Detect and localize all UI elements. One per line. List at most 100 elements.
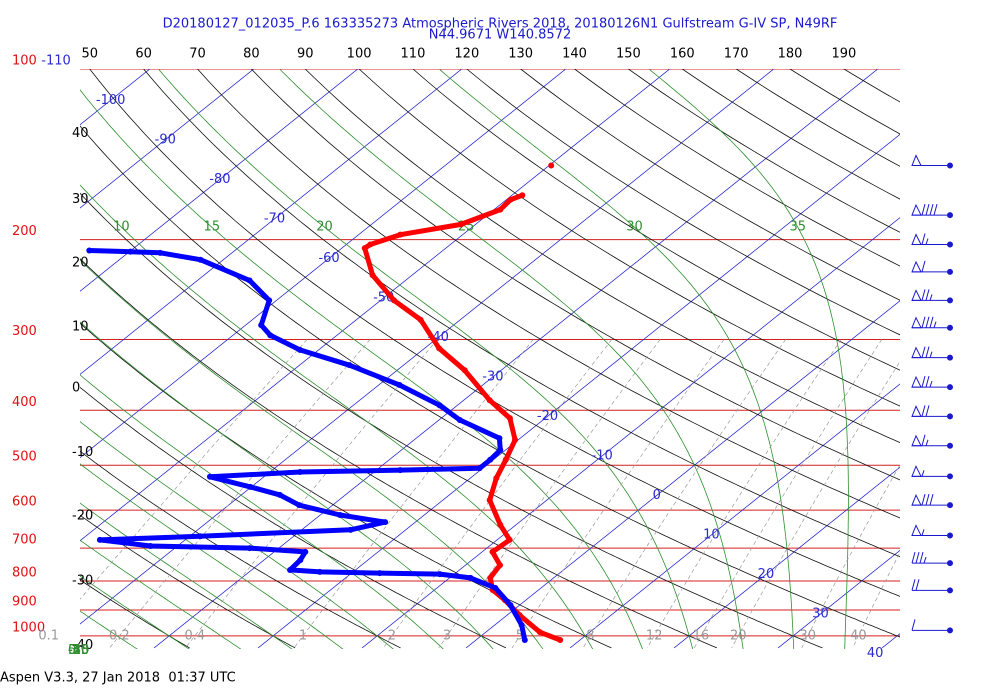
barb-half bbox=[929, 380, 933, 388]
isotherm bbox=[80, 69, 255, 209]
mixing-ratio-line bbox=[438, 339, 661, 649]
barb-full bbox=[929, 203, 934, 216]
isotherm-label: -80 bbox=[209, 172, 230, 187]
moist-adiabat-label: 5 bbox=[68, 643, 76, 658]
barb-station bbox=[947, 268, 953, 275]
barb-full bbox=[925, 375, 930, 388]
profile-point bbox=[390, 297, 397, 304]
wind-barb bbox=[911, 579, 953, 594]
profile-point bbox=[506, 536, 513, 543]
profile-point bbox=[267, 332, 274, 339]
barb-full bbox=[925, 405, 930, 417]
profile-point bbox=[247, 483, 254, 490]
isotherm-label: -110 bbox=[41, 53, 71, 68]
dry-adiabat bbox=[250, 69, 900, 481]
dry-adiabat-label: 10 bbox=[72, 319, 89, 334]
dry-adiabat-label: 50 bbox=[81, 47, 98, 62]
profile-point bbox=[346, 362, 353, 369]
barb-full bbox=[921, 346, 926, 358]
pressure-label: 600 bbox=[12, 495, 37, 510]
profile-point bbox=[467, 574, 474, 581]
mixing-ratio-label: 1 bbox=[299, 629, 307, 644]
moist-adiabat bbox=[280, 69, 744, 649]
pressure-label: 100 bbox=[12, 54, 37, 69]
barb-full bbox=[911, 619, 916, 631]
mixing-ratio-line bbox=[185, 339, 438, 649]
profile-point bbox=[496, 562, 503, 569]
barb-full bbox=[925, 203, 930, 216]
moist-adiabat-label: -25 bbox=[68, 643, 89, 658]
profile-point bbox=[507, 601, 514, 608]
moist-adiabat bbox=[80, 259, 544, 649]
isotherm-label: -70 bbox=[264, 211, 285, 226]
dry-adiabat-label: -10 bbox=[72, 445, 93, 460]
dry-adiabat-label: 40 bbox=[72, 126, 89, 141]
profile-point bbox=[206, 473, 213, 480]
mixing-ratio-line bbox=[80, 339, 308, 600]
barb-station bbox=[947, 297, 953, 304]
wind-barb bbox=[911, 375, 953, 391]
dry-adiabat-label: 100 bbox=[347, 47, 372, 62]
barb-full bbox=[921, 289, 926, 301]
dry-adiabat bbox=[80, 125, 900, 638]
profile-point bbox=[157, 249, 164, 256]
profile-point bbox=[497, 206, 504, 213]
profile-point bbox=[287, 566, 294, 573]
barb-full bbox=[921, 233, 926, 245]
barb-flag bbox=[911, 375, 922, 388]
barb-half bbox=[925, 439, 929, 446]
isotherm-label: 30 bbox=[812, 606, 829, 621]
moist-adiabat bbox=[80, 421, 394, 649]
moist-adiabat-label: 15 bbox=[204, 220, 221, 235]
profile-point bbox=[521, 637, 528, 644]
barb-full bbox=[925, 289, 930, 301]
dry-adiabat-label: 130 bbox=[508, 47, 533, 62]
dry-adiabat-label: 0 bbox=[72, 380, 80, 395]
moist-adiabat bbox=[649, 69, 849, 649]
profile-point bbox=[507, 196, 514, 203]
profile-point bbox=[557, 637, 564, 644]
dry-adiabat bbox=[520, 69, 900, 301]
isotherm bbox=[569, 383, 900, 649]
barb-full bbox=[929, 494, 934, 506]
profile-point bbox=[296, 502, 303, 509]
moist-adiabat-label: -10 bbox=[68, 643, 89, 658]
barb-half bbox=[923, 556, 927, 564]
dry-adiabat-label: 30 bbox=[72, 192, 89, 207]
profile-point bbox=[436, 402, 443, 409]
isotherm-label: -60 bbox=[318, 251, 339, 266]
barb-flag bbox=[911, 524, 922, 536]
barb-full bbox=[925, 346, 930, 358]
barb-station bbox=[947, 560, 953, 567]
profile-point bbox=[258, 322, 265, 329]
barb-full bbox=[921, 260, 926, 273]
pressure-label: 800 bbox=[12, 565, 37, 580]
isotherm-label: 20 bbox=[758, 567, 775, 582]
profile-point bbox=[461, 367, 468, 374]
isotherm-label: 0 bbox=[653, 488, 661, 503]
dry-adiabat bbox=[80, 322, 612, 649]
dry-adiabat-label: 70 bbox=[189, 47, 206, 62]
wind-barb bbox=[911, 524, 953, 539]
wind-barb bbox=[911, 619, 953, 634]
barb-full bbox=[921, 405, 926, 417]
dry-adiabat-label: -40 bbox=[72, 638, 93, 653]
barb-full bbox=[919, 551, 924, 564]
profile-point bbox=[297, 469, 304, 476]
barb-flag bbox=[911, 346, 922, 359]
dry-adiabat bbox=[143, 69, 900, 558]
profile-point bbox=[397, 231, 404, 238]
barb-flag bbox=[911, 405, 922, 417]
pressure-label: 400 bbox=[12, 395, 37, 410]
barb-station bbox=[947, 502, 953, 509]
barb-half bbox=[921, 529, 925, 536]
pressure-label: 1000 bbox=[12, 620, 45, 635]
profile-layer bbox=[86, 162, 564, 644]
wind-barb bbox=[911, 154, 953, 169]
barb-full bbox=[929, 316, 934, 328]
mixing-ratio-line bbox=[693, 339, 883, 649]
mixing-ratio-label: 20 bbox=[730, 629, 747, 644]
mixing-ratio-line bbox=[293, 339, 534, 649]
profile-point bbox=[302, 548, 309, 555]
barb-full bbox=[921, 375, 926, 388]
